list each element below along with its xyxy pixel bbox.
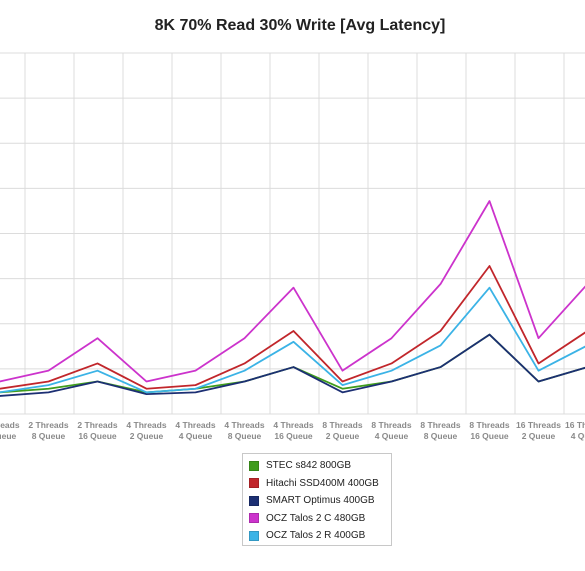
legend-label: STEC s842 800GB — [266, 460, 352, 472]
legend-item: OCZ Talos 2 R 400GB — [249, 527, 391, 545]
x-tick-label: 4 Threads — [175, 420, 215, 430]
x-tick-label: 4 Queue — [179, 431, 213, 441]
legend-item: OCZ Talos 2 C 480GB — [249, 510, 391, 528]
x-tick-label: 2 Threads — [77, 420, 117, 430]
x-tick-label: 8 Threads — [469, 420, 509, 430]
legend-swatch — [249, 495, 259, 506]
legend-item: Hitachi SSD400M 400GB — [249, 475, 391, 493]
chart-title: 8K 70% Read 30% Write [Avg Latency] — [154, 17, 446, 34]
legend-swatch — [249, 478, 259, 489]
legend-label: SMART Optimus 400GB — [266, 495, 375, 507]
x-tick-label: 8 Queue — [32, 431, 66, 441]
x-tick-label: 16 Queue — [470, 431, 509, 441]
legend-swatch — [249, 513, 259, 524]
x-tick-label: 8 Threads — [420, 420, 460, 430]
grid — [0, 52, 585, 415]
x-tick-label: 8 Threads — [371, 420, 411, 430]
series-line-4 — [0, 200, 585, 383]
x-tick-label: 16 Queue — [274, 431, 313, 441]
legend-label: OCZ Talos 2 C 480GB — [266, 512, 366, 524]
legend-item: STEC s842 800GB — [249, 457, 391, 475]
legend-swatch — [249, 530, 259, 541]
x-tick-label: 4 Threads — [273, 420, 313, 430]
x-tick-label: 16 Queue — [78, 431, 117, 441]
x-tick-label: 16 Threads — [516, 420, 561, 430]
x-tick-label: 4 Threads — [224, 420, 264, 430]
x-tick-label: 2 Queue — [326, 431, 360, 441]
x-tick-label: 4 Threads — [126, 420, 166, 430]
x-tick-label: 1 Threads — [0, 420, 20, 430]
x-tick-label: 8 Threads — [322, 420, 362, 430]
legend-swatch — [249, 460, 259, 471]
series-line-3 — [0, 333, 585, 397]
x-tick-label: 2 Threads — [28, 420, 68, 430]
x-tick-label: 2 Queue — [522, 431, 556, 441]
x-tick-label: 2 Queue — [0, 431, 17, 441]
x-tick-label: 4 Queue — [571, 431, 585, 441]
legend-item: SMART Optimus 400GB — [249, 492, 391, 510]
series-line-2 — [0, 265, 585, 390]
x-tick-label: 2 Queue — [130, 431, 164, 441]
legend-label: OCZ Talos 2 R 400GB — [266, 530, 366, 542]
series-lines — [0, 200, 585, 397]
x-tick-label: 4 Queue — [375, 431, 409, 441]
legend-label: Hitachi SSD400M 400GB — [266, 477, 379, 489]
legend: STEC s842 800GB Hitachi SSD400M 400GB SMAR… — [242, 453, 392, 546]
series-line-5 — [0, 286, 585, 394]
x-tick-label: 8 Queue — [424, 431, 458, 441]
x-tick-label: 8 Queue — [228, 431, 262, 441]
x-tick-label: 16 Threads — [565, 420, 585, 430]
